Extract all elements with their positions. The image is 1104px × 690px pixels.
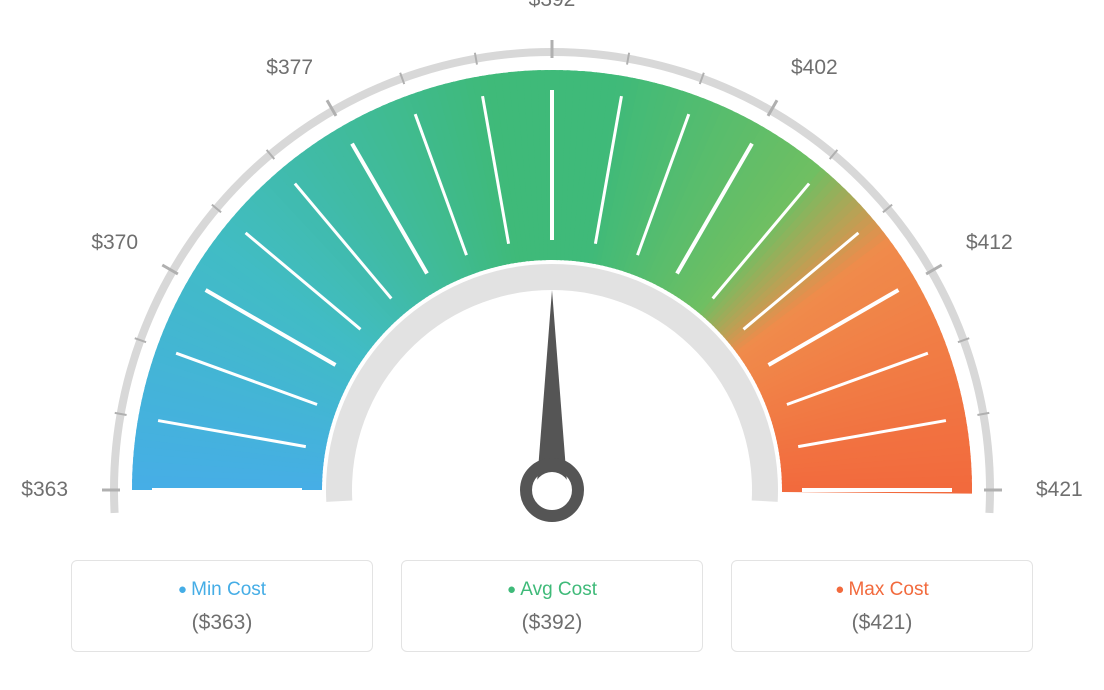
gauge-tick-label: $412: [966, 231, 1013, 254]
legend-row: Min Cost ($363) Avg Cost ($392) Max Cost…: [0, 560, 1104, 652]
legend-min-label: Min Cost: [72, 579, 372, 601]
gauge-needle-hub-inner: [534, 472, 570, 508]
legend-avg-value: ($392): [402, 611, 702, 635]
gauge-tick-label: $377: [266, 56, 313, 79]
legend-max-value: ($421): [732, 611, 1032, 635]
legend-card-min: Min Cost ($363): [71, 560, 373, 652]
gauge-tick-label: $421: [1036, 478, 1083, 501]
legend-min-value: ($363): [72, 611, 372, 635]
gauge-tick-label: $392: [529, 0, 576, 11]
legend-avg-label: Avg Cost: [402, 579, 702, 601]
legend-max-label: Max Cost: [732, 579, 1032, 601]
legend-card-avg: Avg Cost ($392): [401, 560, 703, 652]
gauge-svg: $363 $370 $377 $392 $402 $412 $421: [0, 0, 1104, 560]
gauge-tick-label: $370: [91, 231, 138, 254]
gauge-tick-label: $402: [791, 56, 838, 79]
legend-card-max: Max Cost ($421): [731, 560, 1033, 652]
gauge-tick-label: $363: [21, 478, 68, 501]
cost-gauge-chart: $363 $370 $377 $392 $402 $412 $421: [0, 0, 1104, 560]
